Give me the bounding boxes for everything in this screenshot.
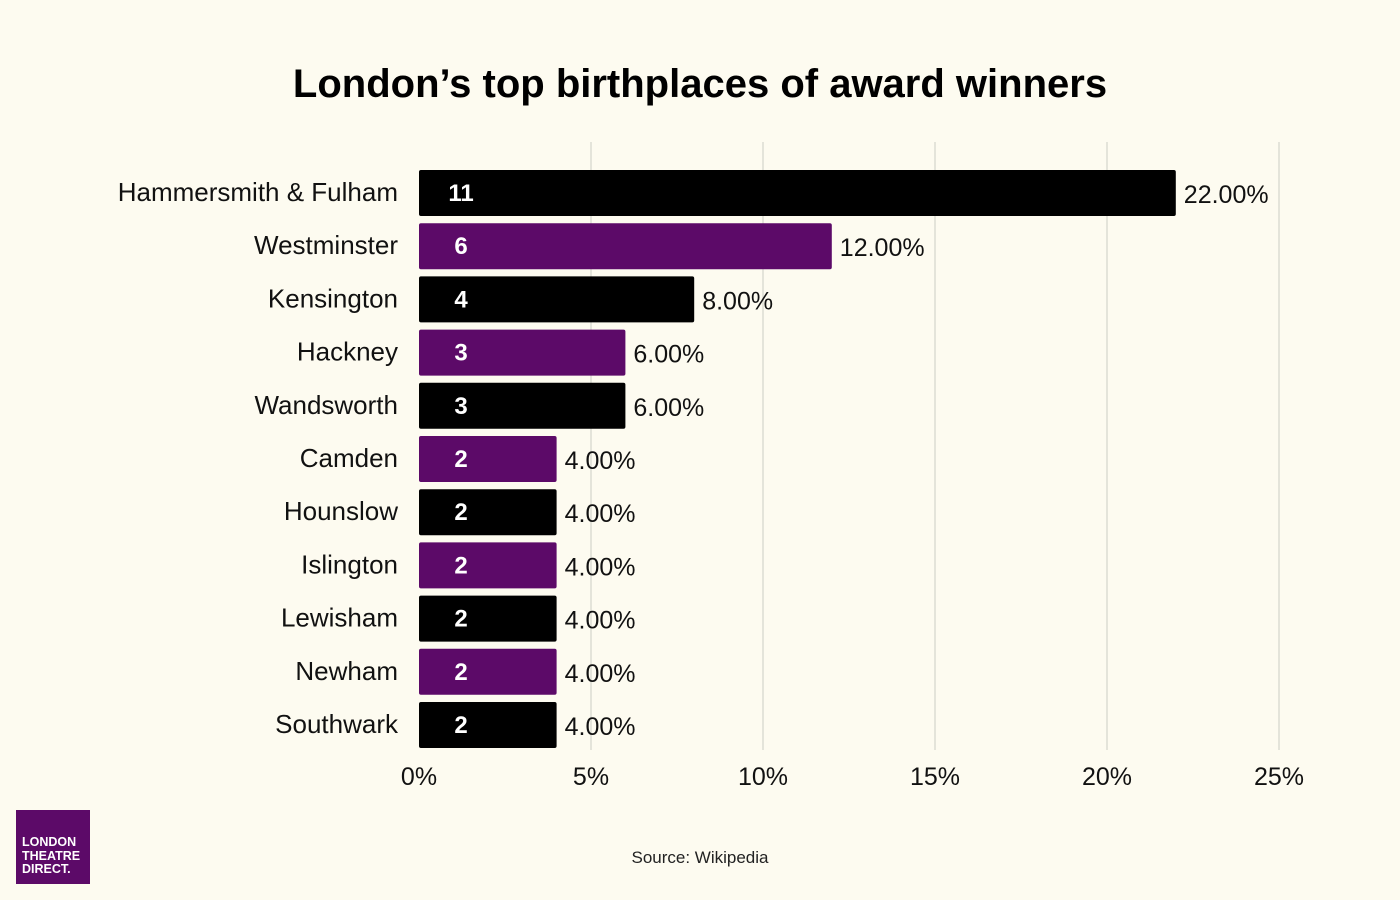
bar-count-label: 6 <box>454 233 467 260</box>
bar[interactable] <box>419 489 557 536</box>
bar-count-label: 4 <box>454 286 468 313</box>
x-tick-label: 5% <box>573 763 609 791</box>
bar[interactable] <box>419 276 695 323</box>
bar-value-label: 22.00% <box>1184 181 1269 209</box>
bars: 11 22.00% 6 12.00% 4 8.00% 3 6.00% 3 6.00% 2 4.00% 2… <box>419 170 1269 748</box>
category-label: Hackney <box>297 337 398 367</box>
logo-line: THEATRE <box>22 848 81 863</box>
bar[interactable] <box>419 170 1176 216</box>
category-label: Lewisham <box>281 603 398 633</box>
logo-line: LONDON <box>22 835 77 849</box>
bar-value-label: 4.00% <box>565 607 636 635</box>
category-label: Camden <box>300 443 398 473</box>
bar[interactable] <box>419 382 626 429</box>
bar-value-label: 4.00% <box>565 500 636 528</box>
category-label: Islington <box>301 549 398 579</box>
bar[interactable] <box>419 542 557 589</box>
bar[interactable] <box>419 702 557 748</box>
bar-value-label: 4.00% <box>565 660 636 688</box>
bar-value-label: 4.00% <box>565 713 636 741</box>
x-axis-ticks: 0% 5% 10% 15% 20% 25% <box>401 763 1304 791</box>
bar-count-label: 3 <box>454 393 467 420</box>
bar-value-label: 12.00% <box>840 234 925 262</box>
category-label: Wandsworth <box>254 390 398 420</box>
bar-count-label: 2 <box>454 499 467 526</box>
x-tick-label: 10% <box>738 763 788 791</box>
category-label: Newham <box>295 656 398 686</box>
bar[interactable] <box>419 648 557 695</box>
category-label: Southwark <box>275 709 399 739</box>
bar-count-label: 2 <box>454 712 467 739</box>
bar-count-label: 3 <box>454 340 467 367</box>
bar-value-label: 4.00% <box>565 553 636 581</box>
bar-count-label: 2 <box>454 606 467 633</box>
bar[interactable] <box>419 436 557 482</box>
category-label: Hammersmith & Fulham <box>118 177 398 207</box>
logo-line: DIRECT. <box>22 862 71 876</box>
x-tick-label: 20% <box>1082 763 1132 791</box>
bar-value-label: 6.00% <box>633 341 704 369</box>
bar-value-label: 4.00% <box>565 447 636 475</box>
bar-value-label: 6.00% <box>633 394 704 422</box>
bar[interactable] <box>419 223 832 270</box>
category-label: Westminster <box>254 230 398 260</box>
london-theatre-direct-logo[interactable]: LONDON THEATRE DIRECT. <box>16 810 90 884</box>
bar-count-label: 11 <box>448 180 473 207</box>
bar-count-label: 2 <box>454 446 467 473</box>
x-tick-label: 15% <box>910 763 960 791</box>
bar[interactable] <box>419 329 626 376</box>
x-tick-label: 0% <box>401 763 437 791</box>
bar[interactable] <box>419 595 557 642</box>
category-label: Kensington <box>268 283 398 313</box>
chart-title: London’s top birthplaces of award winner… <box>292 62 1108 106</box>
bar-value-label: 8.00% <box>702 287 773 315</box>
bar-count-label: 2 <box>454 659 467 686</box>
category-label: Hounslow <box>284 496 398 526</box>
category-labels: Hammersmith & Fulham Westminster Kensingto… <box>118 177 399 739</box>
x-tick-label: 25% <box>1254 763 1304 791</box>
source-note: Source: Wikipedia <box>631 848 769 867</box>
bar-count-label: 2 <box>454 552 467 579</box>
